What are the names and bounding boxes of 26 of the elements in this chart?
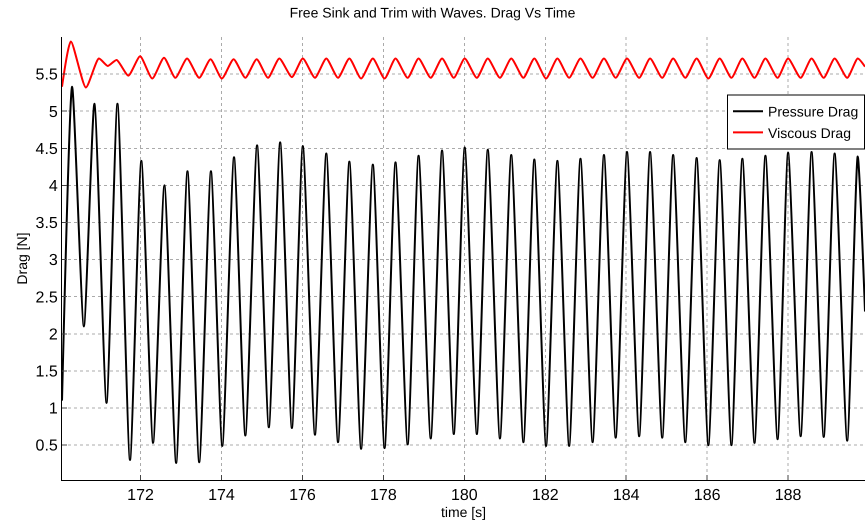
x-tick-label: 182 xyxy=(532,487,559,504)
legend-label: Pressure Drag xyxy=(768,104,858,120)
x-tick-label: 172 xyxy=(127,487,154,504)
x-tick-label: 174 xyxy=(208,487,235,504)
x-tick-label: 188 xyxy=(774,487,802,504)
line-series xyxy=(62,40,865,88)
y-tick-label: 1 xyxy=(48,400,58,418)
x-axis-title: time [s] xyxy=(440,504,486,520)
y-tick-label: 4.5 xyxy=(36,140,58,158)
x-tick-label: 186 xyxy=(694,487,721,504)
y-tick-label: 3 xyxy=(48,252,58,270)
x-tick-label: 180 xyxy=(450,487,478,504)
y-tick-label: 3.5 xyxy=(36,215,58,232)
y-tick-label: 2.5 xyxy=(36,289,58,306)
y-tick-label: 5.5 xyxy=(36,66,58,84)
x-tick-label: 184 xyxy=(612,487,640,504)
chart-title: Free Sink and Trim with Waves. Drag Vs Time xyxy=(290,4,576,21)
y-tick-label: 5 xyxy=(48,104,58,121)
legend-label: Viscous Drag xyxy=(768,124,852,141)
y-tick-label: 1.5 xyxy=(36,364,58,381)
y-tick-label: 0.5 xyxy=(36,438,58,455)
y-tick-label: 2 xyxy=(48,326,58,344)
x-tick-label: 178 xyxy=(370,487,397,504)
x-tick-label: 176 xyxy=(289,487,316,504)
y-tick-label: 4 xyxy=(48,178,58,196)
y-axis-title: Drag [N] xyxy=(14,232,30,285)
